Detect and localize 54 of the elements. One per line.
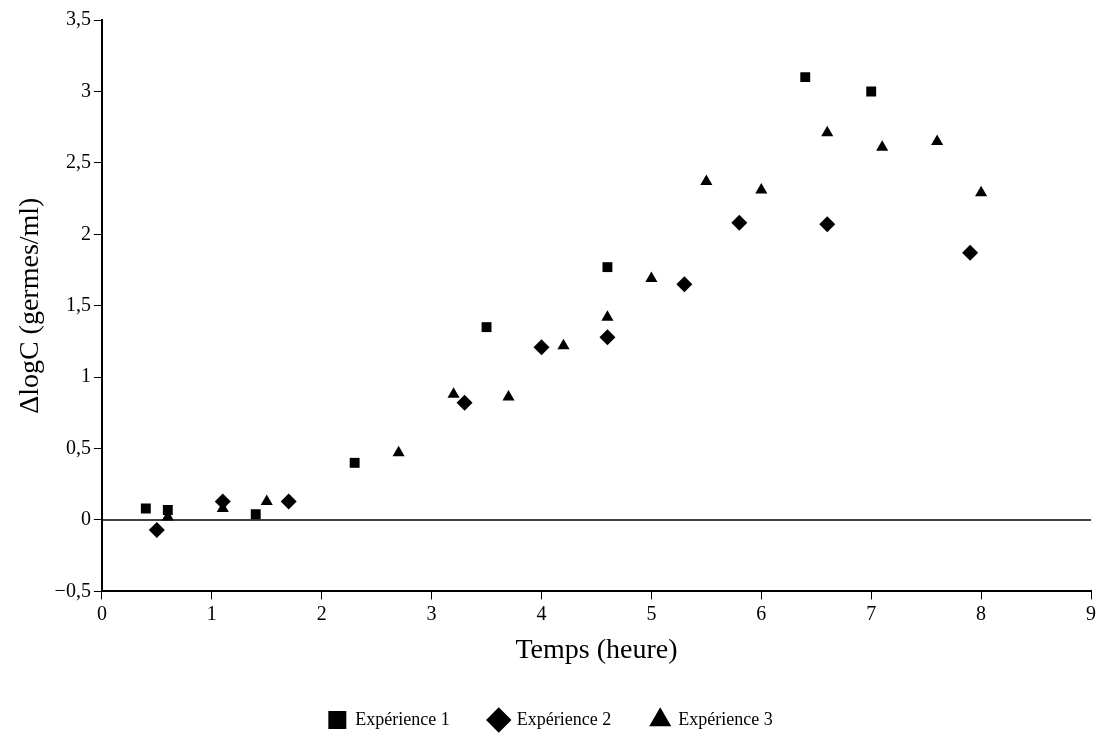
point bbox=[866, 86, 877, 97]
x-tick-label: 6 bbox=[756, 601, 767, 624]
x-tick-label: 3 bbox=[426, 601, 437, 624]
point bbox=[260, 494, 273, 505]
point bbox=[456, 394, 473, 411]
point bbox=[601, 310, 614, 321]
legend-label: Expérience 2 bbox=[516, 708, 612, 729]
point bbox=[392, 445, 405, 457]
point bbox=[602, 262, 613, 273]
point bbox=[755, 182, 768, 194]
point bbox=[599, 329, 616, 346]
point bbox=[800, 72, 811, 83]
point bbox=[876, 140, 889, 151]
y-tick-label: 2 bbox=[80, 221, 91, 244]
point bbox=[645, 271, 658, 283]
point bbox=[280, 493, 297, 510]
point bbox=[447, 387, 460, 398]
y-tick-label: −0,5 bbox=[54, 578, 91, 601]
x-tick-label: 9 bbox=[1086, 601, 1096, 624]
point bbox=[821, 125, 834, 137]
x-tick-label: 5 bbox=[646, 601, 657, 624]
x-tick-label: 1 bbox=[206, 601, 217, 624]
y-axis-title: ΔlogC (germes/ml) bbox=[13, 197, 45, 414]
point bbox=[731, 214, 748, 231]
y-tick-label: 1 bbox=[80, 364, 91, 387]
point bbox=[975, 185, 988, 197]
point bbox=[700, 174, 713, 185]
y-tick-label: 1,5 bbox=[65, 292, 91, 315]
x-tick-label: 2 bbox=[316, 601, 327, 624]
y-tick-label: 0,5 bbox=[65, 435, 91, 458]
point bbox=[962, 244, 979, 261]
point bbox=[676, 276, 693, 293]
point bbox=[481, 322, 492, 333]
point bbox=[148, 521, 165, 538]
point bbox=[533, 339, 550, 356]
y-tick-label: 3,5 bbox=[65, 7, 91, 30]
point bbox=[162, 505, 173, 515]
y-tick-label: 2,5 bbox=[65, 150, 91, 173]
point bbox=[819, 216, 836, 233]
point bbox=[140, 503, 151, 514]
point bbox=[250, 509, 261, 520]
x-tick-label: 7 bbox=[866, 601, 877, 624]
point bbox=[931, 134, 944, 145]
y-tick-label: 0 bbox=[80, 507, 91, 530]
x-tick-label: 4 bbox=[536, 601, 547, 624]
point bbox=[502, 390, 515, 401]
x-axis-title: Temps (heure) bbox=[515, 632, 678, 664]
legend-label: Expérience 3 bbox=[678, 708, 773, 729]
point bbox=[349, 457, 360, 468]
point bbox=[557, 338, 570, 350]
legend-label: Expérience 1 bbox=[355, 708, 450, 729]
y-tick-label: 3 bbox=[80, 78, 91, 101]
x-tick-label: 0 bbox=[96, 601, 107, 624]
x-tick-label: 8 bbox=[976, 601, 987, 624]
